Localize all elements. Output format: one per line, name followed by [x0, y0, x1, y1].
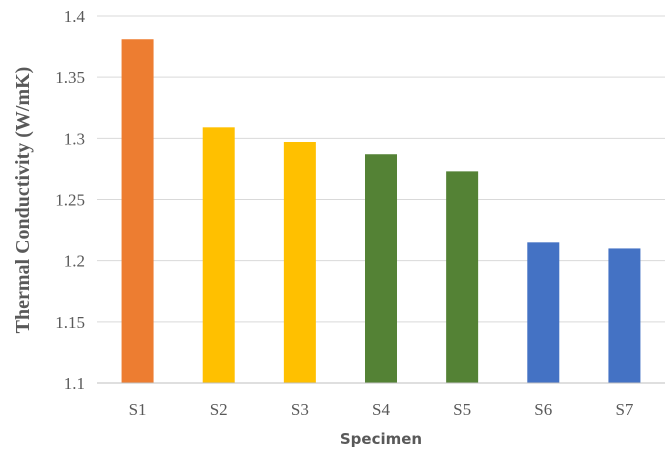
x-axis-label: Specimen [340, 430, 422, 448]
y-tick-label: 1.25 [55, 191, 85, 210]
x-tick-labels: S1 S2 S3 S4 S5 S6 S7 [129, 400, 634, 419]
bar-s1 [121, 39, 154, 384]
y-tick-label: 1.4 [64, 7, 86, 26]
x-tick-label: S2 [210, 400, 228, 419]
bar-s2 [202, 127, 235, 383]
y-tick-label: 1.3 [64, 129, 85, 148]
bar-s7 [608, 248, 641, 383]
x-tick-label: S3 [291, 400, 309, 419]
bar-s3 [283, 142, 316, 383]
y-axis-label: Thermal Conductivity (W/mK) [12, 67, 34, 334]
bar-s6 [527, 242, 560, 383]
bar-s5 [446, 171, 479, 383]
y-tick-label: 1.15 [55, 313, 85, 332]
y-tick-label: 1.2 [64, 252, 85, 271]
x-tick-label: S7 [615, 400, 633, 419]
bars [121, 39, 641, 384]
x-tick-label: S6 [534, 400, 552, 419]
y-tick-labels: 1.1 1.15 1.2 1.25 1.3 1.35 1.4 [55, 7, 85, 393]
y-tick-label: 1.1 [64, 374, 85, 393]
x-tick-label: S4 [372, 400, 390, 419]
bar-s4 [365, 154, 397, 383]
y-tick-label: 1.35 [55, 68, 85, 87]
x-tick-label: S1 [129, 400, 147, 419]
x-tick-label: S5 [453, 400, 471, 419]
